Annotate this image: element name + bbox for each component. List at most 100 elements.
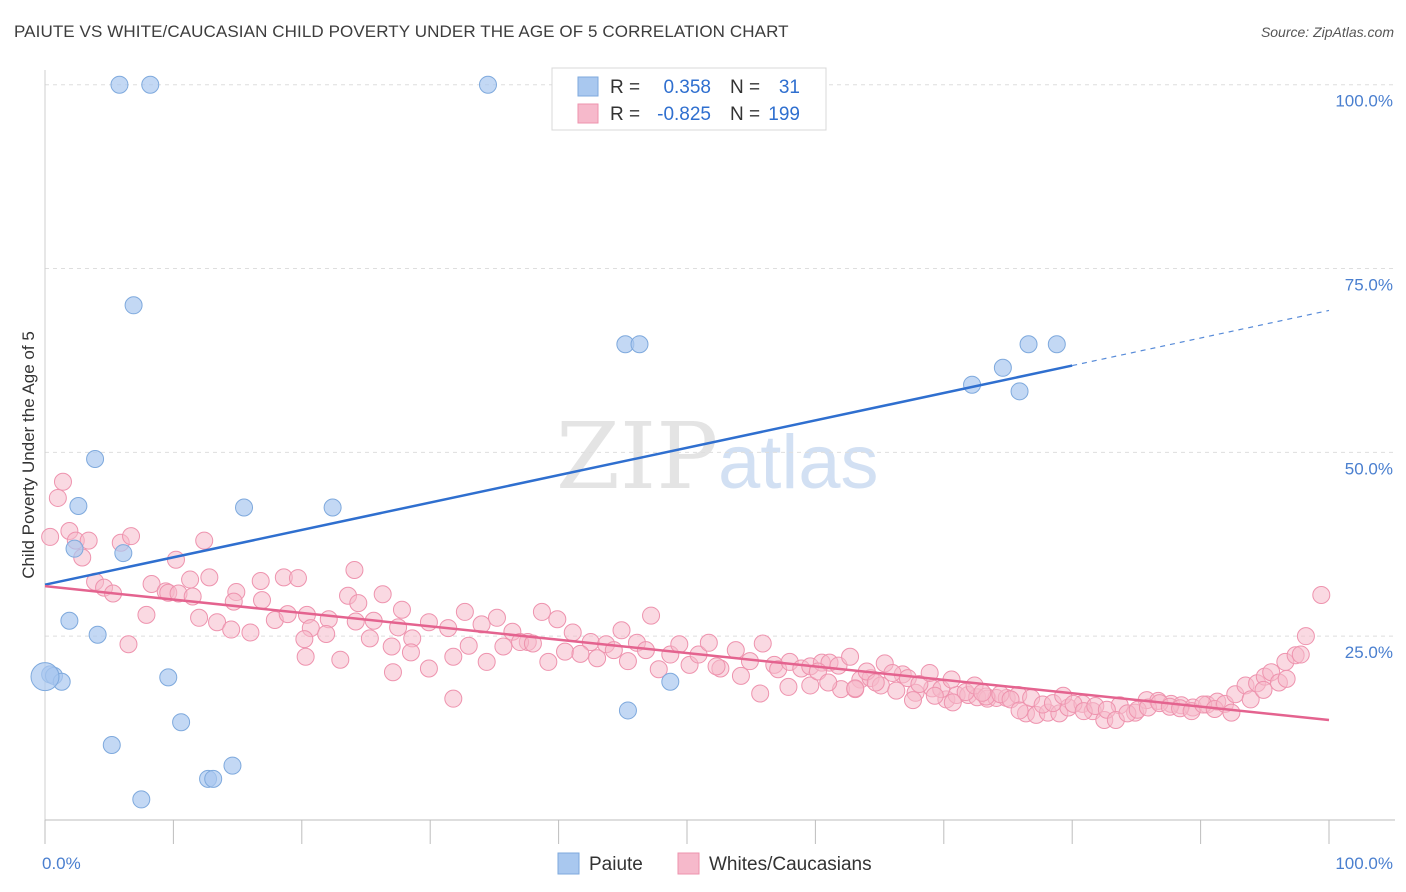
point-whites-90: [726, 641, 745, 660]
point-whites-33: [392, 600, 411, 619]
point-whites-63: [295, 630, 314, 649]
point-whites-85: [670, 635, 689, 654]
bottom-legend-paiute: Paiute: [589, 854, 643, 875]
point-whites-15: [142, 574, 161, 593]
legend-n-label-2: N =: [730, 104, 760, 125]
point-paiute-8: [993, 358, 1012, 377]
point-whites-191: [819, 673, 838, 692]
point-whites-196: [925, 686, 944, 705]
point-whites-96: [707, 657, 726, 676]
point-whites-10: [195, 531, 214, 550]
point-whites-70: [444, 647, 463, 666]
point-paiute-30: [132, 790, 151, 809]
watermark-zip: ZIP: [556, 403, 718, 510]
point-whites-97: [731, 666, 750, 685]
point-whites-22: [251, 572, 270, 591]
point-whites-78: [571, 644, 590, 663]
point-whites-29: [319, 610, 338, 629]
point-paiute-2: [478, 75, 497, 94]
point-whites-55: [548, 610, 567, 629]
stats-legend: R = 0.358 N = 31 R = -0.825 N = 199: [551, 67, 827, 131]
point-whites-5: [79, 531, 98, 550]
point-paiute-13: [235, 498, 254, 517]
x-tick-label-min: 0.0%: [42, 854, 81, 873]
point-whites-7: [122, 527, 141, 546]
point-paiute-5: [630, 335, 649, 354]
point-whites-1: [48, 488, 67, 507]
axes: [44, 70, 1395, 844]
point-paiute-10: [1010, 382, 1029, 401]
point-whites-34: [137, 605, 156, 624]
point-whites-198: [973, 683, 992, 702]
point-whites-186: [1277, 669, 1296, 688]
point-paiute-29: [204, 769, 223, 788]
point-whites-49: [455, 602, 474, 621]
watermark-atlas: atlas: [718, 420, 879, 505]
point-whites-68: [401, 643, 420, 662]
point-paiute-1: [141, 75, 160, 94]
point-paiute-15: [65, 539, 84, 558]
point-whites-195: [903, 691, 922, 710]
point-whites-79: [588, 649, 607, 668]
trend-paiute: [44, 364, 1073, 586]
point-whites-27: [252, 591, 271, 610]
point-whites-32: [373, 585, 392, 604]
bottom-legend-swatch-whites: [677, 852, 700, 875]
point-whites-189: [801, 676, 820, 695]
point-whites-0: [53, 472, 72, 491]
y-tick-label-100: 100.0%: [1335, 92, 1393, 111]
point-paiute-11: [86, 449, 105, 468]
point-whites-94: [383, 663, 402, 682]
point-whites-194: [887, 681, 906, 700]
legend-r-label-1: R =: [610, 77, 640, 98]
point-paiute-24: [172, 713, 191, 732]
legend-n-value-1: 31: [779, 77, 800, 98]
point-paiute-16: [114, 544, 133, 563]
point-whites-2: [41, 527, 60, 546]
point-paiute-6: [1019, 335, 1038, 354]
legend-swatch-paiute: [577, 76, 599, 97]
point-whites-9: [166, 550, 185, 569]
point-paiute-12: [69, 497, 88, 516]
bottom-legend-swatch-paiute: [557, 852, 580, 875]
point-paiute-7: [1047, 335, 1066, 354]
point-whites-37: [222, 620, 241, 639]
y-axis-title: Child Poverty Under the Age of 5: [19, 331, 38, 579]
point-whites-192: [846, 679, 865, 698]
point-paiute-27: [223, 756, 242, 775]
legend-n-value-2: 199: [768, 104, 800, 125]
point-whites-77: [556, 642, 575, 661]
point-whites-20: [200, 568, 219, 587]
legend-r-label-2: R =: [610, 104, 640, 125]
point-whites-185: [1254, 680, 1273, 699]
x-tick-label-max: 100.0%: [1335, 854, 1393, 873]
trend-lines: [44, 309, 1330, 722]
point-paiute-14: [323, 498, 342, 517]
point-paiute-edge: [30, 662, 60, 692]
point-paiute-0: [110, 75, 129, 94]
point-whites-64: [296, 647, 315, 666]
point-whites-197: [943, 693, 962, 712]
point-whites-106: [841, 647, 860, 666]
point-whites-153: [1010, 701, 1029, 720]
point-paiute-18: [88, 625, 107, 644]
point-paiute-25: [618, 701, 637, 720]
point-whites-42: [317, 624, 336, 643]
point-whites-73: [494, 637, 513, 656]
y-tick-label-75: 75.0%: [1345, 276, 1393, 295]
legend-swatch-whites: [577, 103, 599, 124]
point-whites-47: [419, 613, 438, 632]
point-paiute-26: [102, 736, 121, 754]
series-legend: Paiute Whites/Caucasians: [557, 852, 872, 875]
point-whites-24: [288, 569, 307, 588]
zipatlas-watermark: ZIP atlas: [556, 403, 879, 510]
trend-whites: [44, 584, 1330, 722]
point-whites-65: [331, 650, 350, 669]
point-whites-61: [642, 606, 661, 625]
point-whites-43: [346, 612, 365, 631]
point-whites-51: [487, 608, 506, 627]
y-tick-label-25: 25.0%: [1345, 643, 1393, 662]
x-tick-labels: 0.0% 100.0%: [42, 854, 1393, 873]
point-whites-69: [419, 659, 438, 678]
